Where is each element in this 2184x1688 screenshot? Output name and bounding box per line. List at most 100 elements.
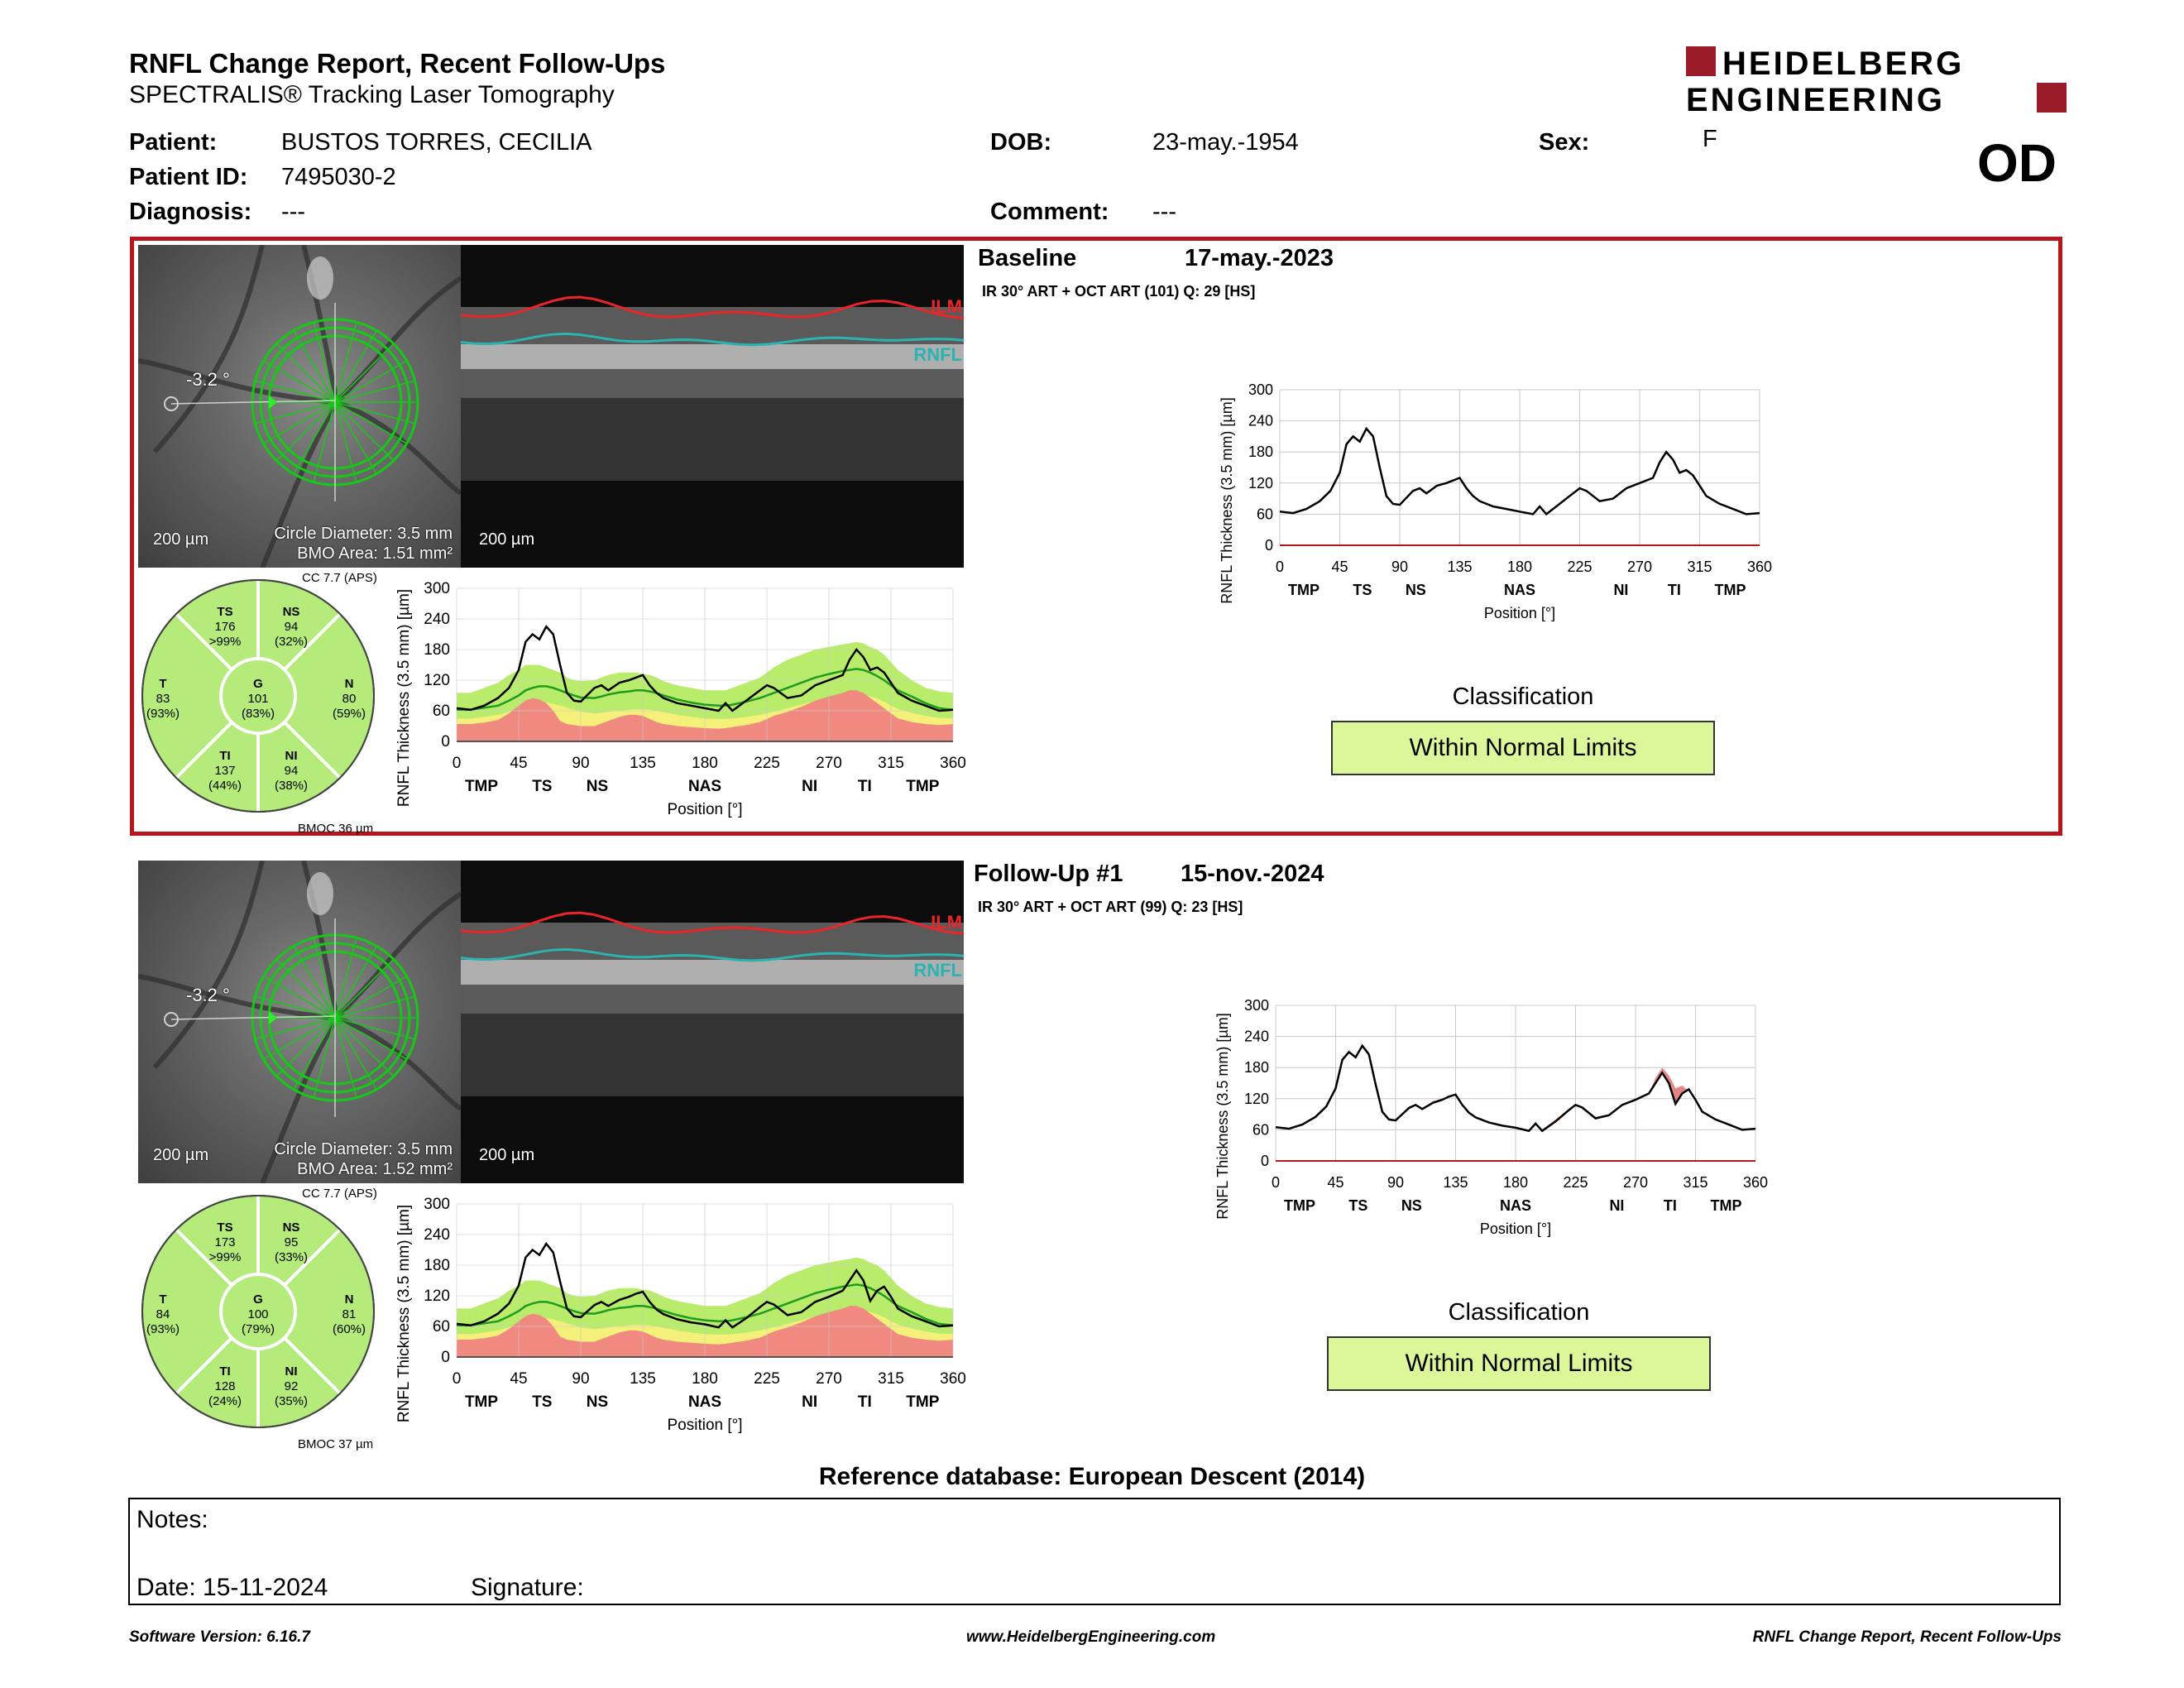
sector-axis-label: TS (1353, 582, 1372, 598)
notes-label: Notes: (136, 1506, 208, 1533)
bscan-scale-label: 200 µm (479, 1146, 535, 1164)
comment-value: --- (1152, 199, 1176, 225)
rnfl-label: RNFL (913, 344, 962, 365)
x-tick-label: 45 (510, 755, 527, 772)
sector-axis-label: TS (532, 1393, 552, 1411)
y-axis-label: RNFL Thickness (3.5 mm) [µm] (1219, 397, 1235, 603)
sector-ni-label: NI (285, 1364, 298, 1379)
x-tick-label: 225 (754, 755, 780, 772)
logo-line2: ENGINEERING (1686, 82, 1945, 114)
patient-id: 7495030-2 (281, 164, 396, 190)
notes-box[interactable]: Notes: Date: 15-11-2024 Signature: (128, 1498, 2061, 1605)
ilm-label: ILM (931, 912, 962, 933)
sector-ns-value: 94 (285, 620, 299, 634)
x-tick-label: 270 (1627, 559, 1652, 575)
sector-ni-label: NI (285, 749, 298, 763)
sector-axis-label: TS (1348, 1197, 1367, 1214)
exam-date: 17-may.-2023 (1185, 245, 1334, 271)
x-tick-label: 270 (816, 1370, 842, 1388)
sector-ni-pct: (35%) (275, 1394, 308, 1408)
rnfl-thickness-line (1275, 1043, 1756, 1133)
fundus-scale-label: 200 µm (153, 1146, 209, 1164)
y-tick-label: 60 (433, 1318, 450, 1336)
sector-ns-label: NS (283, 605, 300, 619)
website-link[interactable]: www.HeidelbergEngineering.com (966, 1628, 1216, 1646)
x-tick-label: 180 (1503, 1174, 1528, 1191)
x-tick-label: 90 (1391, 559, 1408, 575)
sector-ti-value: 137 (214, 764, 235, 778)
sector-axis-label: TS (532, 778, 552, 795)
rnfl-thickness-line (1279, 426, 1760, 516)
y-tick-label: 240 (1248, 413, 1273, 429)
sector-ti-pct: (24%) (208, 1394, 242, 1408)
sector-axis-label: TMP (465, 778, 498, 795)
x-tick-label: 135 (1443, 1174, 1468, 1191)
x-tick-label: 315 (1687, 559, 1712, 575)
bmo-area: BMO Area: 1.52 mm² (297, 1160, 453, 1178)
ilm-label: ILM (931, 296, 962, 317)
rnfl-thickness-line (456, 1241, 954, 1329)
cc-label: CC 7.7 (APS) (302, 1187, 377, 1201)
sector-t-label: T (159, 1292, 166, 1307)
y-tick-label: 240 (424, 1226, 450, 1244)
sector-g-pct: (79%) (242, 1322, 275, 1336)
circle-diameter: Circle Diameter: 3.5 mm (274, 1140, 453, 1158)
acquisition-info: IR 30° ART + OCT ART (99) Q: 23 [HS] (978, 899, 1243, 915)
bmoc-label: BMOC 36 µm (298, 822, 374, 836)
sector-n-label: N (345, 1292, 354, 1307)
sector-axis-label: TMP (1715, 582, 1746, 598)
sector-axis-label: TI (858, 778, 872, 795)
sector-t-value: 84 (156, 1307, 170, 1321)
follow-up-panel: -3.2 ° 200 µm Circle Diameter: 3.5 mm BMO A… (130, 852, 2062, 1451)
y-tick-label: 300 (1244, 997, 1269, 1014)
sector-axis-label: NS (587, 1393, 608, 1411)
sector-axis-label: NS (587, 778, 608, 795)
sector-ti-label: TI (219, 749, 230, 763)
x-tick-label: 135 (630, 1370, 656, 1388)
bmo-area: BMO Area: 1.51 mm² (297, 544, 453, 563)
x-tick-label: 90 (572, 1370, 589, 1388)
y-tick-label: 60 (433, 703, 450, 720)
x-tick-label: 315 (1683, 1174, 1707, 1191)
y-tick-label: 60 (1257, 506, 1273, 522)
sector-axis-label: NI (802, 778, 817, 795)
y-tick-label: 300 (424, 580, 450, 597)
fundus-scale-label: 200 µm (153, 530, 209, 549)
x-tick-label: 270 (1623, 1174, 1648, 1191)
y-axis-label: RNFL Thickness (3.5 mm) [µm] (1214, 1013, 1231, 1219)
sector-ts-value: 173 (214, 1235, 235, 1249)
rnfl-thickness-line (456, 625, 954, 712)
bscan-scale-label: 200 µm (479, 530, 535, 549)
x-axis-label: Position [°] (1480, 1220, 1551, 1237)
baseline-panel: -3.2 ° 200 µm Circle Diameter: 3.5 mm BMO A… (130, 237, 2062, 836)
classification-label: Classification (1452, 683, 1594, 710)
y-tick-label: 120 (1244, 1091, 1269, 1107)
x-tick-label: 180 (692, 755, 718, 772)
bmoc-label: BMOC 37 µm (298, 1437, 374, 1451)
acquisition-info: IR 30° ART + OCT ART (101) Q: 29 [HS] (982, 283, 1256, 300)
patient-label: Patient: (129, 129, 218, 156)
x-tick-label: 180 (1507, 559, 1532, 575)
x-axis-label: Position [°] (1484, 605, 1555, 621)
y-tick-label: 300 (424, 1196, 450, 1213)
x-tick-label: 45 (1331, 559, 1348, 575)
footer-report-name: RNFL Change Report, Recent Follow-Ups (1752, 1628, 2062, 1646)
diagnosis-label: Diagnosis: (129, 199, 252, 225)
fundus-overlay (138, 861, 461, 1183)
x-tick-label: 270 (816, 755, 842, 772)
sector-g-label: G (253, 677, 263, 691)
sector-ts-pct: >99% (209, 1250, 242, 1264)
logo-line1: HEIDELBERG (1722, 46, 1964, 82)
x-tick-label: 0 (453, 1370, 462, 1388)
y-tick-label: 0 (441, 733, 450, 750)
y-tick-label: 240 (1244, 1029, 1269, 1045)
y-tick-label: 240 (424, 611, 450, 628)
eye-indicator: OD (1977, 133, 2057, 193)
y-tick-label: 120 (424, 1288, 450, 1305)
sector-ts-label: TS (217, 605, 232, 619)
classification-result: Within Normal Limits (1327, 1336, 1711, 1391)
y-tick-label: 0 (1261, 1153, 1269, 1169)
sector-axis-label: NI (1613, 582, 1628, 598)
